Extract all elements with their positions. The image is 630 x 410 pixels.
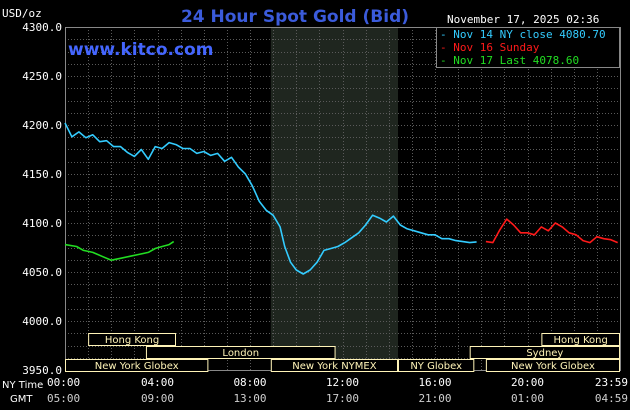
market-session-box bbox=[469, 346, 620, 359]
legend-entry: - Nov 16 Sunday bbox=[440, 41, 540, 54]
chart-title: 24 Hour Spot Gold (Bid) bbox=[181, 7, 409, 27]
y-tick-label: 4200.0 bbox=[22, 119, 62, 132]
legend-entry: - Nov 14 NY close 4080.70 bbox=[440, 28, 606, 41]
market-session-bar: New York NYMEX bbox=[270, 359, 398, 372]
series-last-line bbox=[64, 240, 175, 262]
market-session-label: London bbox=[222, 348, 259, 359]
y-tick-label: 4100.0 bbox=[22, 217, 62, 230]
y-tick-label: 4250.0 bbox=[22, 70, 62, 83]
x-tick-label-ny: 20:00 bbox=[511, 376, 544, 389]
y-tick-label: 4050.0 bbox=[22, 266, 62, 279]
market-session-label: Hong Kong bbox=[554, 335, 608, 346]
timestamp: November 17, 2025 02:36 bbox=[447, 13, 599, 26]
market-session-bar: Hong Kong bbox=[541, 333, 620, 346]
market-session-box bbox=[65, 359, 209, 372]
market-session-box bbox=[541, 333, 620, 346]
market-session-bar: Sydney bbox=[469, 346, 620, 359]
x-tick-label-gmt: 09:00 bbox=[141, 392, 174, 405]
market-session-box bbox=[398, 359, 475, 372]
x-tick-label-ny: 08:00 bbox=[233, 376, 266, 389]
x-tick-label-ny: 16:00 bbox=[418, 376, 451, 389]
x-tick-label-gmt: 04:59 bbox=[595, 392, 628, 405]
x-axis-tz-label-gmt: GMT bbox=[10, 394, 33, 405]
legend-box bbox=[436, 27, 620, 68]
market-session-box bbox=[485, 359, 620, 372]
market-session-label: New York Globex bbox=[95, 361, 179, 372]
market-session-bar: New York Globex bbox=[65, 359, 209, 372]
y-tick-label: 3950.0 bbox=[22, 364, 62, 377]
market-session-box bbox=[88, 333, 176, 346]
y-tick-label: 4000.0 bbox=[22, 315, 62, 328]
market-session-bar: New York Globex bbox=[485, 359, 620, 372]
x-axis-tz-label-ny: NY Time bbox=[2, 380, 43, 391]
y-axis-unit-label: USD/oz bbox=[2, 7, 42, 20]
x-tick-label-gmt: 01:00 bbox=[511, 392, 544, 405]
x-tick-label-ny: 00:00 bbox=[47, 376, 80, 389]
nymex-session-shade bbox=[270, 27, 398, 370]
watermark-kitco: www.kitco.com bbox=[68, 40, 213, 60]
market-session-bar: Hong Kong bbox=[88, 333, 176, 346]
x-tick-label-gmt: 17:00 bbox=[326, 392, 359, 405]
x-tick-label-gmt: 21:00 bbox=[418, 392, 451, 405]
market-session-bar: NY Globex bbox=[398, 359, 475, 372]
y-tick-label: 4150.0 bbox=[22, 168, 62, 181]
series-ny-close-line bbox=[64, 122, 477, 275]
market-session-label: Hong Kong bbox=[105, 335, 159, 346]
market-session-bar: London bbox=[145, 346, 336, 359]
x-tick-label-ny: 12:00 bbox=[326, 376, 359, 389]
market-session-label: New York NYMEX bbox=[292, 361, 377, 372]
market-session-label: New York Globex bbox=[511, 361, 595, 372]
market-session-label: NY Globex bbox=[410, 361, 462, 372]
x-tick-label-gmt: 13:00 bbox=[233, 392, 266, 405]
market-session-box bbox=[270, 359, 398, 372]
y-tick-label: 4300.0 bbox=[22, 21, 62, 34]
legend-entry: - Nov 17 Last 4078.60 bbox=[440, 54, 579, 67]
x-tick-label-gmt: 05:00 bbox=[47, 392, 80, 405]
series-sunday-line bbox=[485, 218, 619, 244]
x-tick-label-ny: 23:59 bbox=[595, 376, 628, 389]
market-session-label: Sydney bbox=[526, 348, 563, 359]
x-tick-label-ny: 04:00 bbox=[141, 376, 174, 389]
market-session-box bbox=[145, 346, 336, 359]
